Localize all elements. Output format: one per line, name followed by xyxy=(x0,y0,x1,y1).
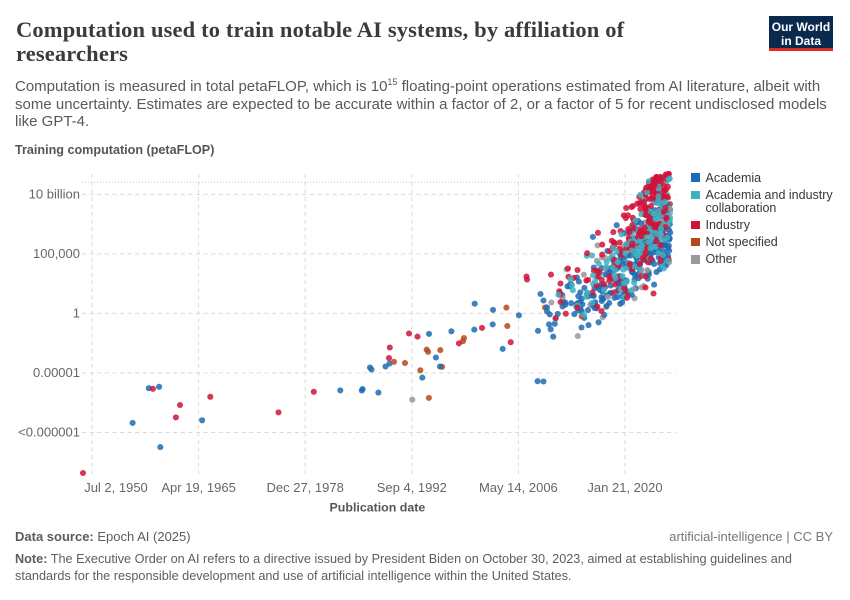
svg-text:Dec 27, 1978: Dec 27, 1978 xyxy=(267,480,344,495)
svg-text:May 14, 2006: May 14, 2006 xyxy=(479,480,558,495)
svg-text:Jan 21, 2020: Jan 21, 2020 xyxy=(587,480,662,495)
svg-text:Sep 4, 1992: Sep 4, 1992 xyxy=(377,480,447,495)
svg-text:0.00001: 0.00001 xyxy=(33,365,80,380)
svg-text:Jul 2, 1950: Jul 2, 1950 xyxy=(84,480,148,495)
svg-text:100,000: 100,000 xyxy=(33,246,80,261)
svg-text:10 billion: 10 billion xyxy=(29,187,80,202)
svg-text:Publication date: Publication date xyxy=(330,501,426,515)
svg-text:1: 1 xyxy=(73,306,80,321)
svg-text:Apr 19, 1965: Apr 19, 1965 xyxy=(161,480,235,495)
svg-text:<0.000001: <0.000001 xyxy=(18,425,80,440)
